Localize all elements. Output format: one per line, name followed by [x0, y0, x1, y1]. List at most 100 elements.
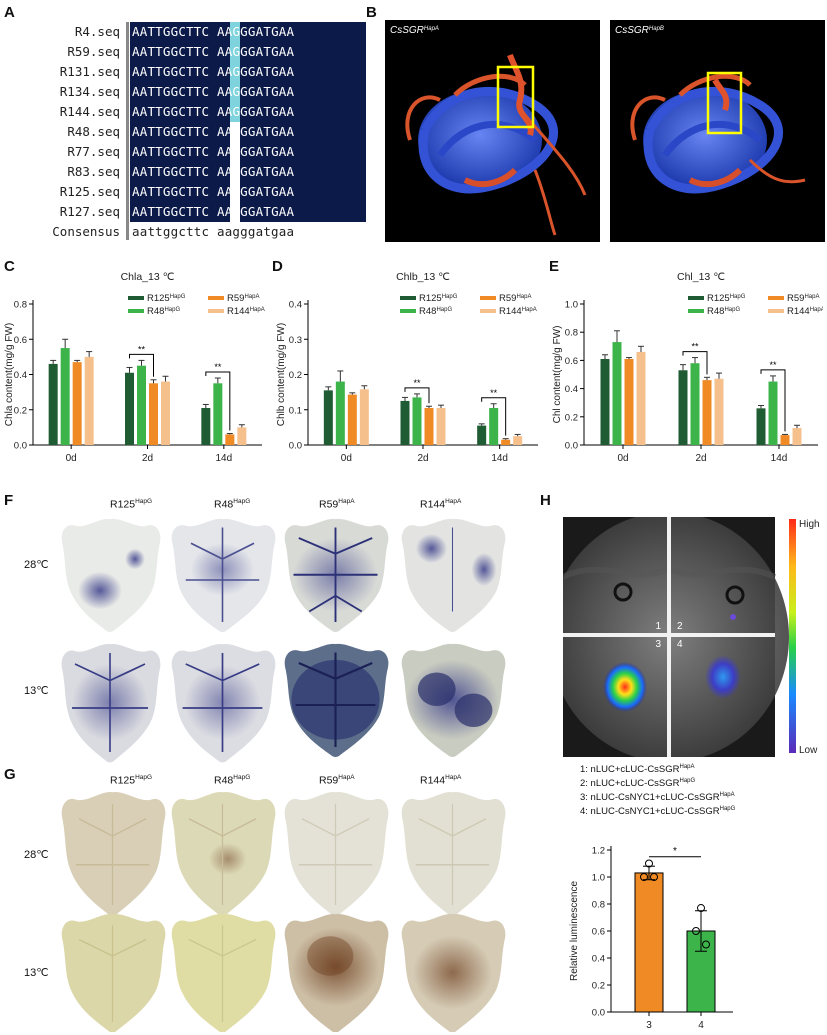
leaf-g-28-r125 [61, 792, 166, 916]
bar [84, 356, 94, 445]
y-tick-label: 0.8 [14, 300, 27, 311]
bar [756, 408, 766, 445]
lum-legend-4: 4: nLUC-CsNYC1+cLUC-CsSGRHapG [580, 806, 736, 818]
leaf-header-g-r59: R59HapA [319, 774, 355, 787]
x-tick-label: 4 [698, 1020, 704, 1031]
bar [72, 362, 82, 445]
legend-label: R48HapG [707, 306, 740, 317]
bar [225, 434, 235, 445]
y-tick-label: 0.2 [14, 405, 27, 416]
y-tick-label: 0.2 [289, 370, 302, 381]
bar [714, 378, 724, 445]
bar [347, 394, 357, 445]
bar [678, 370, 688, 445]
bar [436, 407, 446, 445]
quadrant-label-1: 1 [655, 621, 661, 632]
chart-chlb: Chlb_13 ℃ Chlb content(mg/g FW) 0.0 0.1 0.2 0… [276, 271, 538, 464]
seq-snp: A [209, 24, 217, 39]
legend-label: R48HapG [147, 306, 180, 317]
seq-snp: G [209, 204, 217, 219]
significance-bracket [481, 397, 507, 436]
leaf-f-13-r48 [171, 643, 276, 763]
data-point [650, 873, 658, 881]
legend-label: R48HapG [419, 306, 452, 317]
legend-swatch [208, 309, 224, 313]
x-tick-label: 0d [617, 453, 628, 464]
legend-label: R144HapA [227, 306, 265, 317]
significance-bracket [129, 353, 154, 377]
leaf-f-13-r59 [284, 643, 389, 757]
bar [501, 439, 511, 445]
leaf-header-f-r59: R59HapA [319, 498, 355, 511]
legend-swatch [480, 296, 496, 300]
x-tick-label: 2d [142, 453, 153, 464]
leaf-f-13-r125 [61, 643, 161, 763]
seq-left: AATTGGCTTC [132, 204, 210, 219]
quadrant-label-2: 2 [677, 621, 683, 632]
seq-name: R131.seq [59, 64, 120, 79]
x-tick-label: 3 [646, 1020, 652, 1031]
significance-label: ** [138, 344, 146, 354]
y-tick-label: 1.2 [592, 846, 605, 857]
y-tick-label: 0.4 [565, 384, 578, 395]
panel-label-b: B [366, 4, 377, 21]
bar [60, 348, 70, 445]
seq-snp: A [209, 64, 217, 79]
chart-chla: Chla_13 ℃ Chla content(mg/g FW) 0.0 0.2 0.4 0… [4, 271, 265, 464]
data-point [702, 940, 710, 949]
seq-snp: A [209, 104, 217, 119]
x-tick-label: 14d [491, 453, 508, 464]
structure-left: CsSGRHapA [385, 20, 600, 242]
panel-label-d: D [272, 258, 283, 275]
legend-label: R125HapG [147, 293, 186, 304]
seq-right: AAGGGATGAA [217, 24, 295, 39]
bar [335, 381, 345, 445]
leaf-g-13-r59 [284, 913, 389, 1032]
y-tick-label: 0.6 [565, 356, 578, 367]
y-tick-label: 0.3 [289, 335, 302, 346]
y-axis-label: Chla content(mg/g FW) [4, 323, 15, 426]
legend-swatch [688, 296, 704, 300]
legend-swatch [400, 309, 416, 313]
bar [768, 381, 778, 445]
seq-snp: G [209, 124, 217, 139]
seq-name: R83.seq [67, 164, 120, 179]
luminescence-spot-3 [603, 662, 647, 712]
leaf-g-28-r59 [284, 792, 389, 916]
legend-label: R59HapA [227, 293, 259, 304]
data-point [692, 927, 700, 935]
y-tick-label: 0.0 [592, 1008, 605, 1019]
sequence-names: R4.seq R59.seq R131.seq R134.seq R144.se… [20, 22, 120, 240]
temp-label-g-28: 28℃ [24, 849, 49, 861]
leaf-f-28-r48 [171, 518, 276, 632]
y-tick-label: 0.4 [289, 300, 302, 311]
x-tick-label: 0d [66, 453, 77, 464]
legend-swatch [768, 296, 784, 300]
seq-name: R125.seq [59, 184, 120, 199]
y-axis-label: Relative luminescence [569, 881, 580, 981]
bar [161, 381, 170, 445]
x-tick-label: 2d [695, 453, 706, 464]
y-tick-label: 1.0 [592, 873, 605, 884]
lum-legend-3: 3: nLUC-CsNYC1+cLUC-CsSGRHapA [580, 792, 735, 804]
bar [636, 351, 646, 445]
legend-swatch [768, 309, 784, 313]
leaf-g-13-r125 [61, 913, 166, 1032]
bar [780, 435, 790, 445]
leaf-g-13-r48 [171, 913, 276, 1032]
x-tick-label: 14d [771, 453, 788, 464]
seq-left: AATTGGCTTC [132, 164, 210, 179]
panel-label-e: E [549, 258, 560, 275]
seq-left: AATTGGCTTC [132, 144, 210, 159]
alignment-divider [126, 22, 129, 240]
bar [792, 428, 802, 445]
bar [412, 397, 422, 445]
temp-label-f-28: 28℃ [24, 559, 49, 571]
panel-label-a: A [4, 4, 15, 21]
quadrant-divider-v [667, 517, 671, 757]
structure-left-label: CsSGRHapA [390, 25, 439, 36]
protein-structures: CsSGRHapA CsSGRHapB [385, 20, 825, 242]
bar [400, 400, 410, 445]
panel-label-f: F [4, 492, 14, 509]
seq-left: AATTGGCTTC [132, 84, 210, 99]
